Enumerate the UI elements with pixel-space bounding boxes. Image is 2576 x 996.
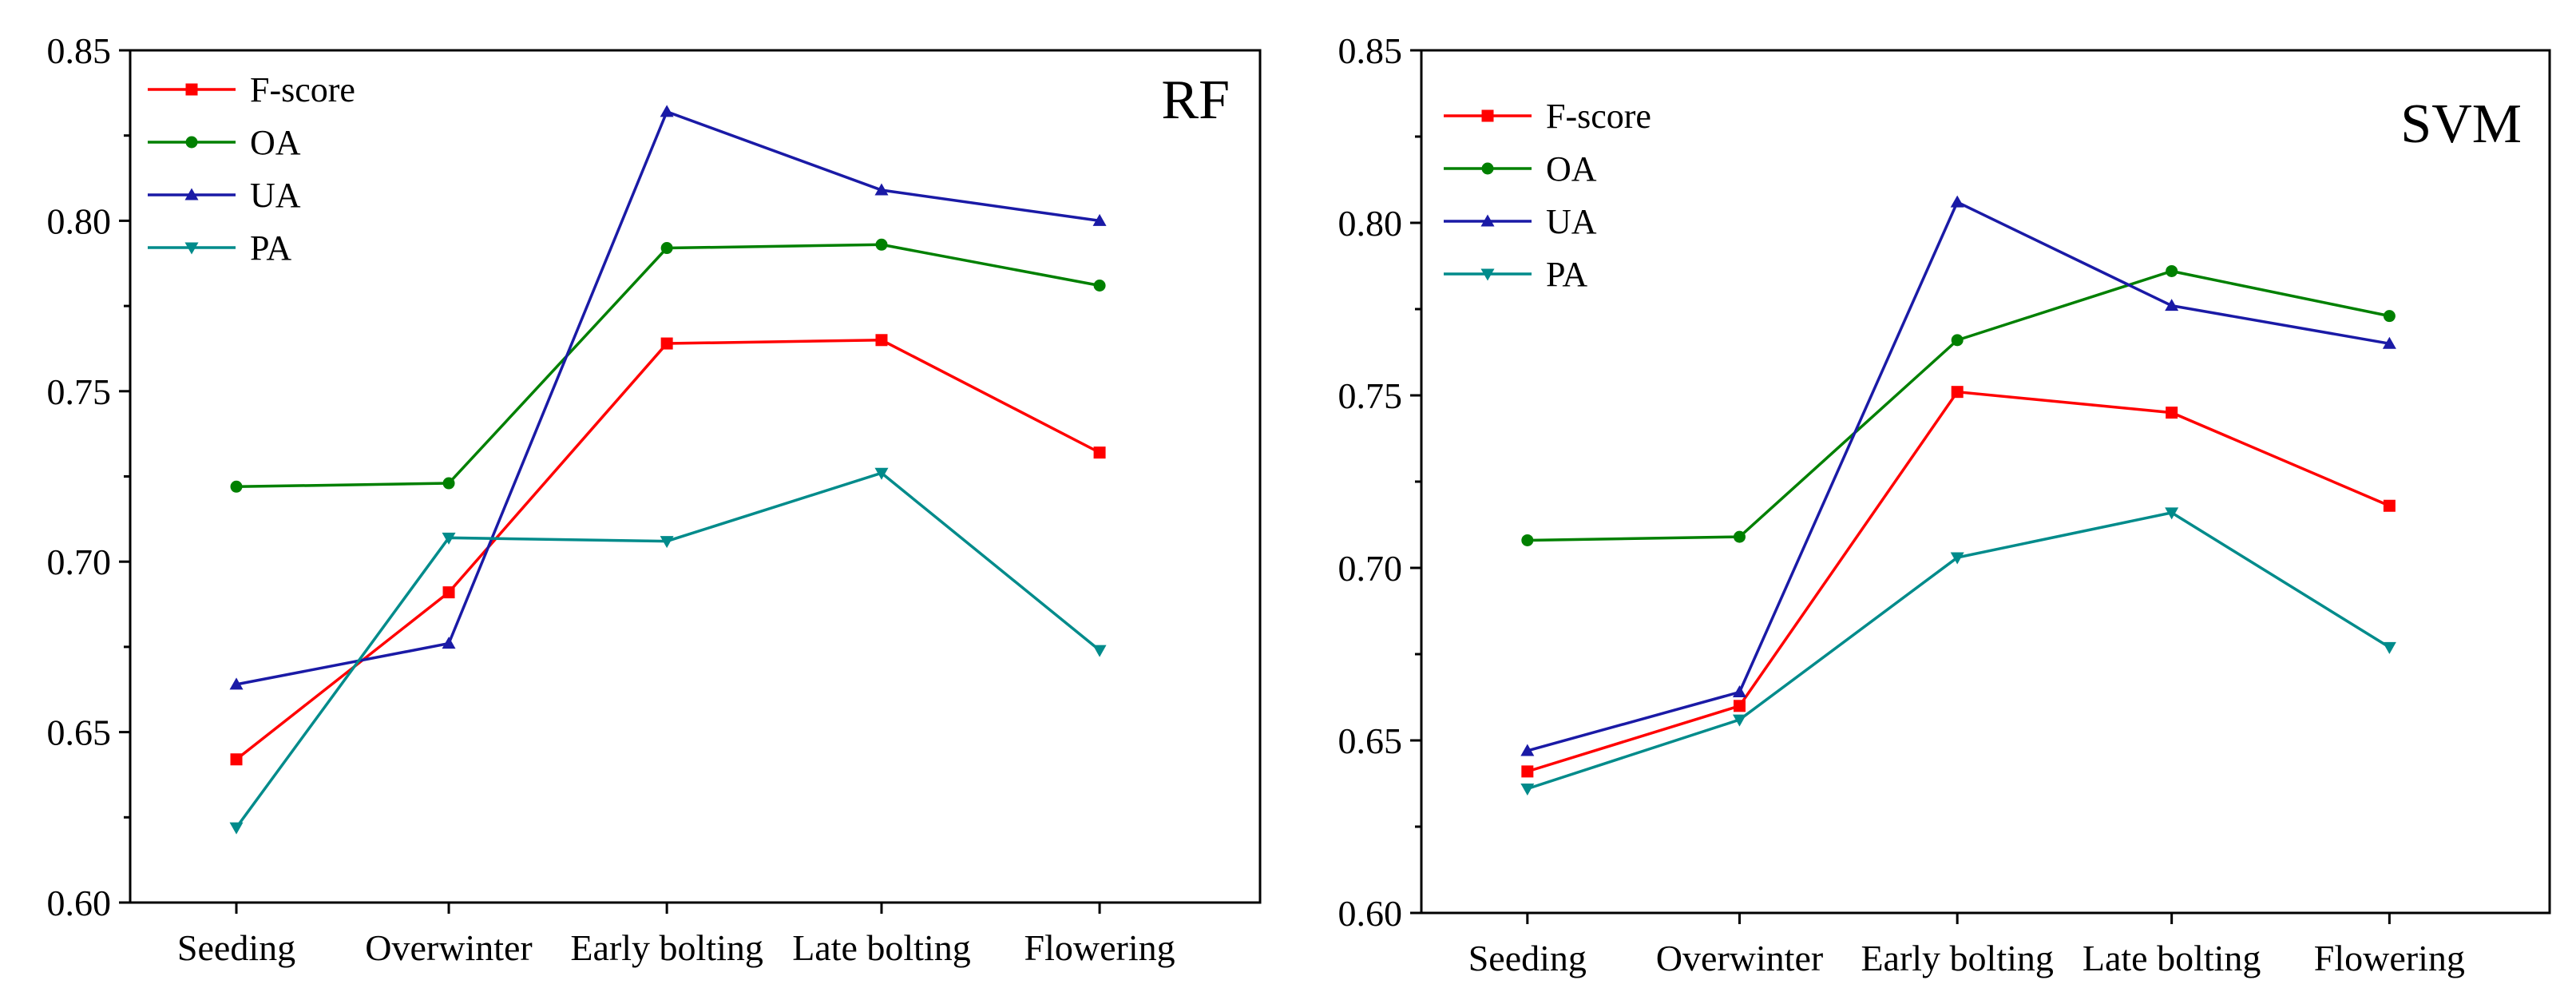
rf-y-tick-label: 0.70 — [47, 542, 112, 582]
svm-y-tick-label: 0.70 — [1338, 548, 1403, 589]
svm-data-point — [1951, 334, 1964, 347]
svm-data-point — [2383, 310, 2396, 323]
svm-x-tick-label: Late bolting — [2083, 938, 2261, 978]
rf-x-tick-label: Seeding — [177, 927, 295, 968]
svm-legend-label: UA — [1546, 202, 1597, 241]
svm-x-tick-label: Early bolting — [1861, 938, 2053, 978]
svm-y-tick-label: 0.75 — [1338, 375, 1403, 416]
svm-x-tick-label: Flowering — [2314, 938, 2465, 978]
svm-data-point — [2382, 641, 2396, 654]
svm-data-point — [1733, 700, 1746, 712]
svm-data-point — [1732, 714, 1746, 727]
svm-series-line — [1527, 200, 2390, 752]
rf-legend-marker — [184, 188, 199, 200]
svm-data-point — [2383, 499, 2396, 512]
rf-data-point — [442, 477, 455, 490]
rf-data-point — [660, 337, 673, 350]
svm-series-line — [1527, 269, 2390, 542]
svm-data-point — [1521, 765, 1534, 778]
rf-y-tick-label: 0.75 — [47, 371, 112, 412]
rf-data-point — [660, 242, 673, 255]
rf-chart-title: RF — [1161, 69, 1230, 131]
rf-data-point — [229, 677, 244, 690]
svm-legend-marker — [1481, 109, 1494, 122]
svm-legend-label: OA — [1546, 149, 1597, 188]
svm-data-point — [1732, 685, 1746, 698]
rf-data-point — [874, 467, 889, 480]
svm-data-point — [1520, 744, 1535, 756]
rf-y-tick-label: 0.60 — [47, 883, 112, 923]
rf-data-point — [229, 822, 244, 835]
rf-series-line — [236, 109, 1100, 686]
svm-y-tick-label: 0.85 — [1338, 30, 1403, 71]
rf-legend-label: UA — [250, 176, 301, 215]
svm-chart-title: SVM — [2400, 93, 2522, 155]
rf-data-point — [1092, 645, 1107, 657]
rf-series-oa — [230, 238, 1106, 493]
rf-series-pa — [229, 467, 1107, 835]
rf-x-tick-label: Late bolting — [792, 927, 971, 968]
rf-data-point — [874, 183, 889, 196]
rf-data-point — [230, 480, 243, 493]
rf-data-point — [1093, 446, 1106, 459]
rf-data-point — [230, 753, 243, 766]
svm-data-point — [1733, 530, 1746, 543]
svm-y-tick-label: 0.65 — [1338, 720, 1403, 761]
svm-series-ua — [1520, 195, 2396, 756]
svm-legend: F-score OA UA PA — [1444, 97, 1651, 294]
svm-legend-marker — [1480, 268, 1495, 281]
rf-data-point — [660, 105, 674, 117]
rf-x-tick-label: Early bolting — [570, 927, 763, 968]
rf-data-point — [442, 586, 455, 599]
svm-data-point — [1950, 552, 1964, 565]
svm-series-oa — [1521, 264, 2396, 546]
svm-data-point — [1520, 783, 1535, 796]
svm-x-tick-label: Overwinter — [1656, 938, 1823, 978]
svm-chart-panel: 0.60 0.65 0.70 0.75 0.80 0.85 Seeding Overwinte… — [1338, 30, 2551, 978]
rf-legend-label: PA — [250, 228, 291, 268]
svm-data-point — [2165, 299, 2179, 311]
svm-data-point — [2165, 507, 2179, 520]
rf-legend-marker — [185, 136, 198, 149]
svm-legend-label: PA — [1546, 255, 1587, 294]
svm-data-point — [2166, 264, 2178, 277]
rf-y-tick-label: 0.85 — [47, 30, 112, 71]
rf-legend-marker — [185, 83, 198, 96]
rf-x-tick-label: Flowering — [1024, 927, 1175, 968]
svm-y-tick-label: 0.60 — [1338, 893, 1403, 934]
rf-data-point — [442, 532, 456, 545]
rf-data-point — [1093, 279, 1106, 292]
svm-series-pa — [1520, 507, 2396, 796]
rf-legend-marker — [184, 242, 199, 255]
rf-legend-label: F-score — [250, 70, 355, 109]
rf-data-point — [1092, 213, 1107, 226]
rf-chart-panel: 0.60 0.65 0.70 0.75 0.80 0.85 Seeding Overwinte… — [47, 30, 1262, 968]
rf-series-line — [236, 243, 1100, 489]
rf-data-point — [660, 536, 674, 549]
svm-series-f-score — [1521, 386, 2396, 778]
svm-legend-marker — [1481, 162, 1494, 175]
rf-series-ua — [229, 105, 1107, 690]
svm-y-tick-label: 0.80 — [1338, 203, 1403, 244]
rf-data-point — [875, 238, 888, 251]
rf-series-line — [235, 339, 1100, 761]
svm-data-point — [1950, 195, 1964, 208]
svm-data-point — [1521, 534, 1534, 546]
svm-data-point — [2166, 407, 2178, 419]
rf-y-tick-label: 0.65 — [47, 712, 112, 753]
svm-legend-label: F-score — [1546, 97, 1651, 136]
svm-x-tick-label: Seeding — [1468, 938, 1587, 978]
svm-legend-marker — [1480, 214, 1495, 227]
rf-legend-label: OA — [250, 123, 301, 162]
rf-data-point — [875, 334, 888, 347]
rf-series-line — [235, 471, 1101, 829]
svm-data-point — [1951, 386, 1964, 399]
rf-data-point — [442, 637, 456, 649]
rf-x-tick-label: Overwinter — [365, 927, 532, 968]
rf-series-f-score — [230, 334, 1106, 766]
rf-y-tick-label: 0.80 — [47, 200, 112, 241]
svm-data-point — [2382, 336, 2396, 349]
rf-legend: F-score OA UA PA — [148, 70, 355, 268]
